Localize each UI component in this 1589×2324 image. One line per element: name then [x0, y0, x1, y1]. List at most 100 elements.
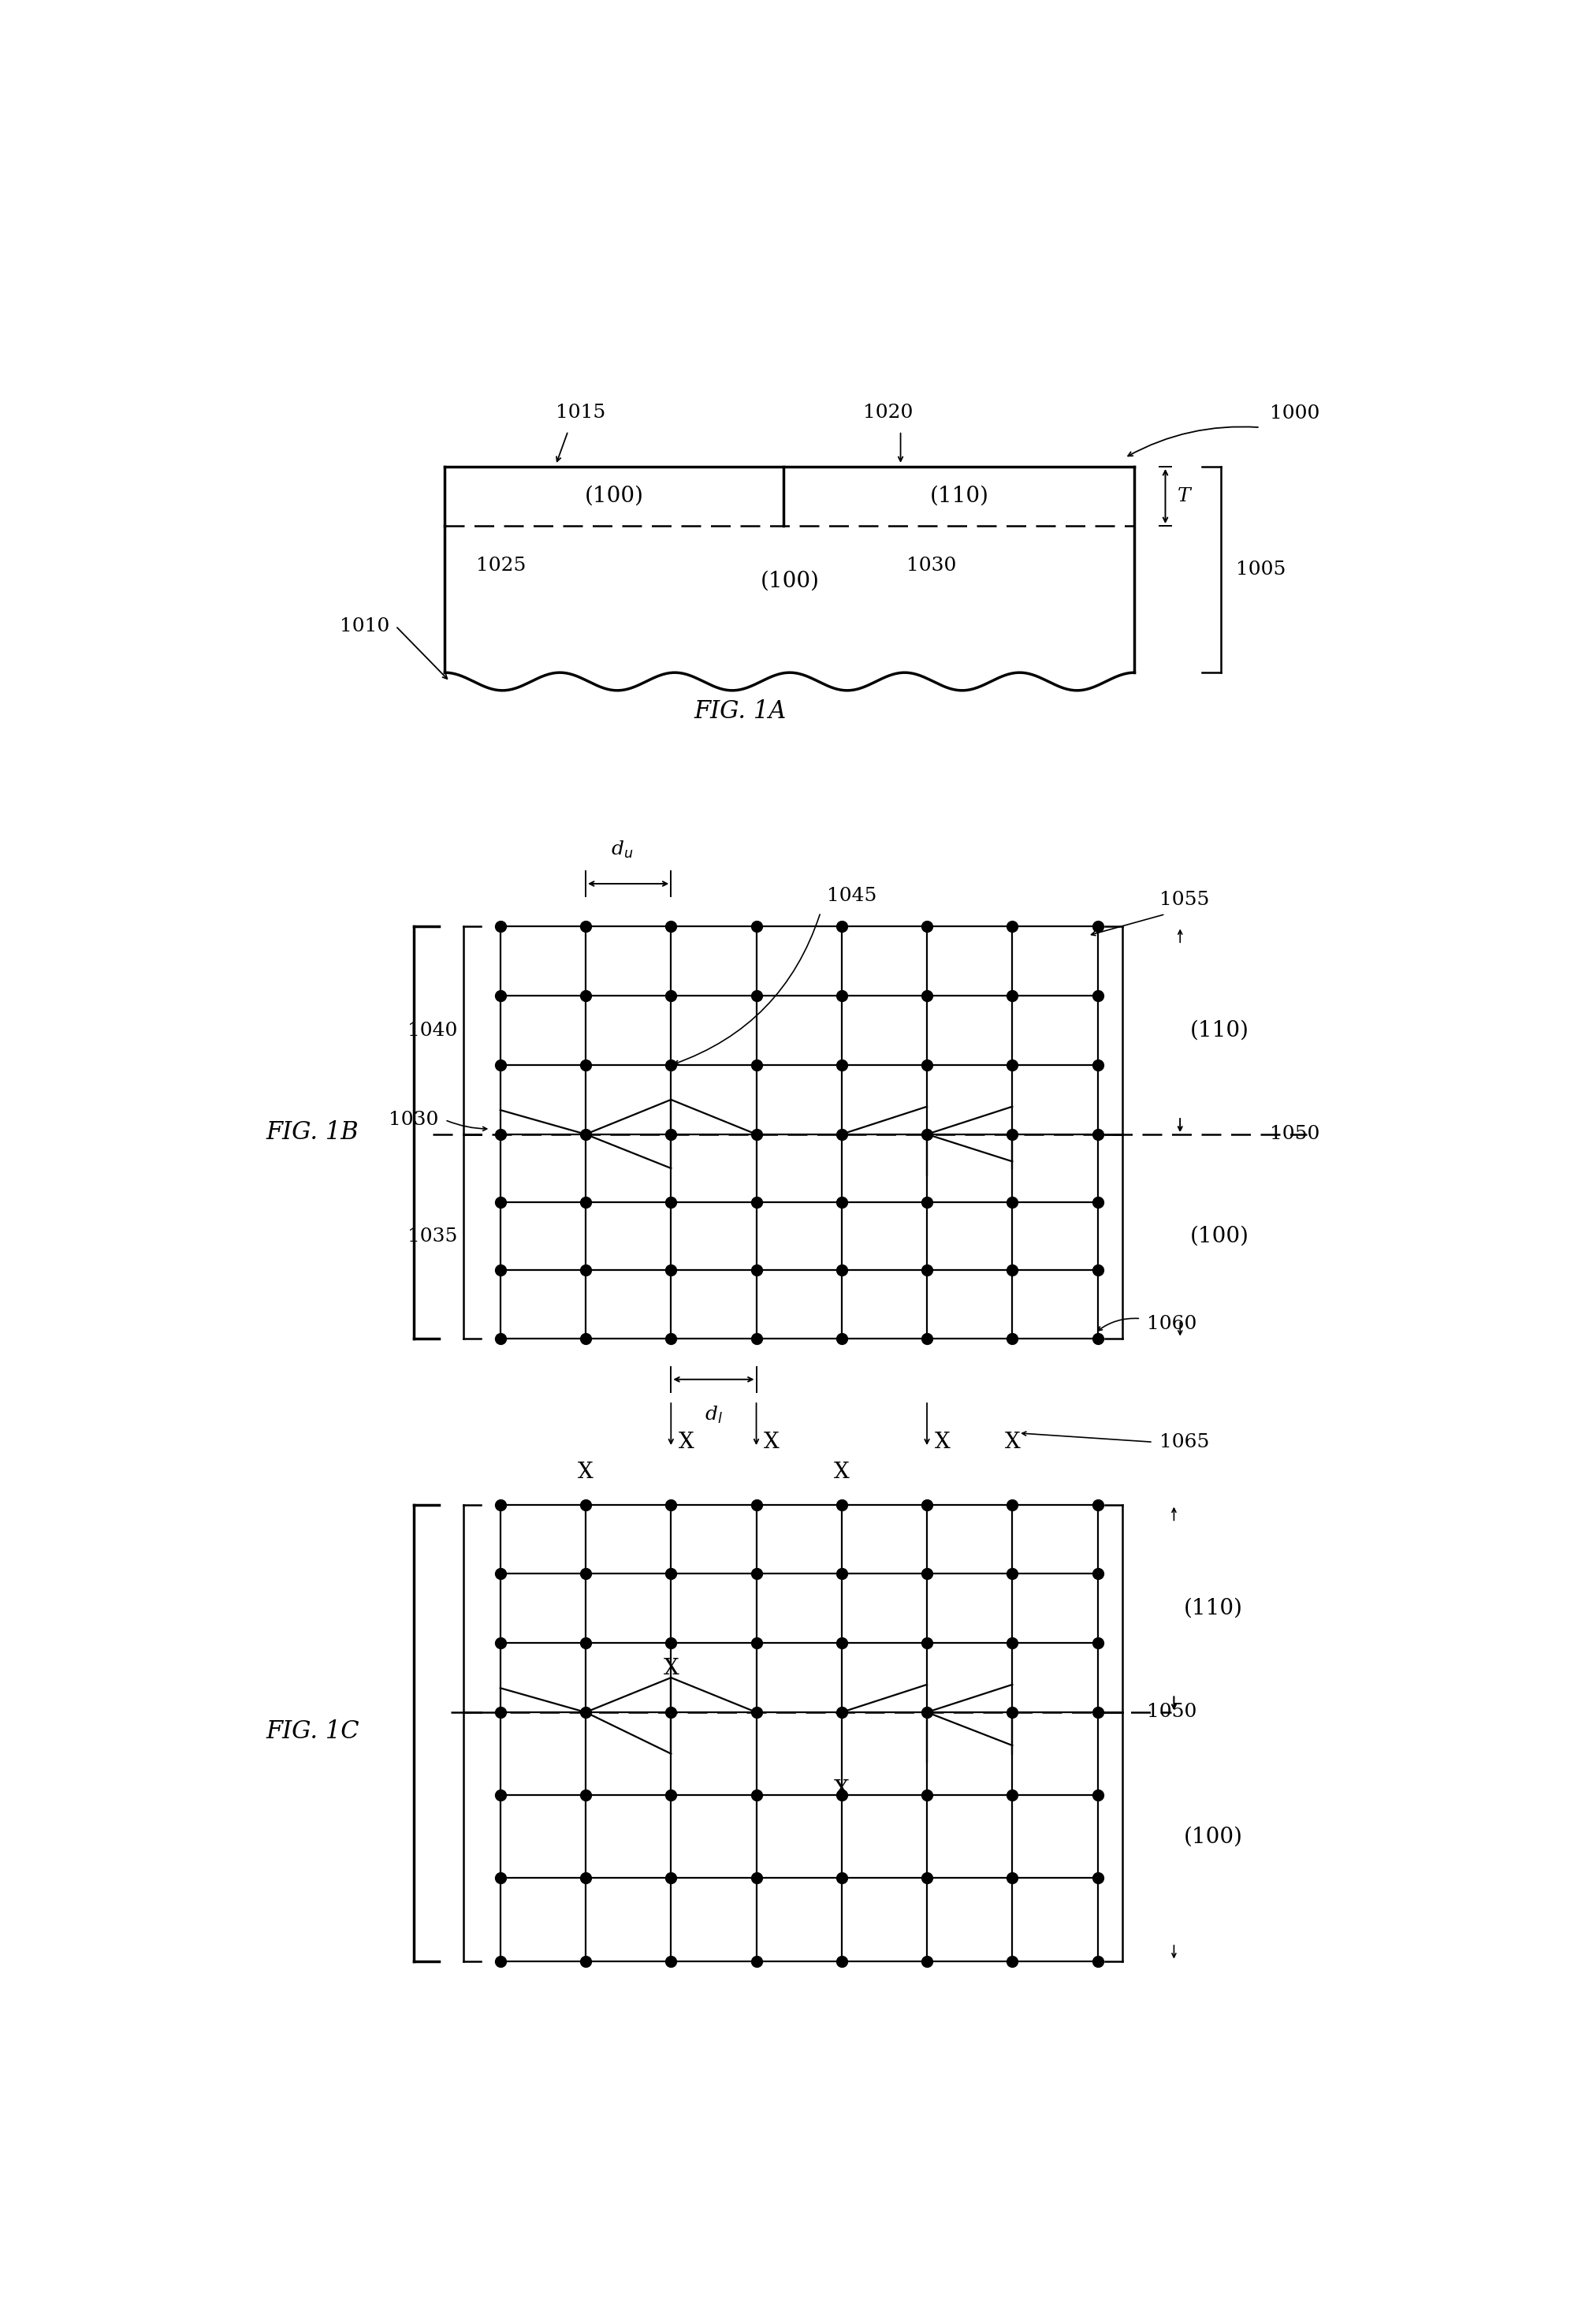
Point — [488, 1776, 513, 1813]
Point — [914, 1555, 939, 1592]
Point — [829, 1624, 855, 1662]
Point — [744, 1859, 769, 1896]
Point — [744, 1253, 769, 1290]
Point — [1085, 1253, 1111, 1290]
Point — [914, 1253, 939, 1290]
Text: (100): (100) — [585, 486, 644, 507]
Point — [574, 1859, 599, 1896]
Point — [658, 1183, 683, 1220]
Point — [999, 1046, 1025, 1083]
Point — [999, 1859, 1025, 1896]
Point — [658, 909, 683, 946]
Point — [658, 1776, 683, 1813]
Point — [829, 978, 855, 1016]
Point — [574, 1555, 599, 1592]
Text: 1045: 1045 — [826, 888, 877, 904]
Text: X: X — [764, 1432, 779, 1452]
Point — [744, 1485, 769, 1522]
Point — [744, 1320, 769, 1357]
Point — [1085, 1555, 1111, 1592]
Point — [574, 1943, 599, 1980]
Point — [1085, 1943, 1111, 1980]
Point — [574, 978, 599, 1016]
Point — [999, 978, 1025, 1016]
Point — [744, 1694, 769, 1731]
Text: X: X — [578, 1462, 593, 1483]
Point — [744, 1943, 769, 1980]
Point — [488, 1253, 513, 1290]
Point — [488, 1943, 513, 1980]
Text: 1050: 1050 — [1147, 1703, 1197, 1722]
Point — [574, 1253, 599, 1290]
Text: (110): (110) — [930, 486, 988, 507]
Point — [829, 909, 855, 946]
Text: (100): (100) — [760, 572, 820, 593]
Text: T: T — [1177, 488, 1190, 504]
Point — [1085, 1694, 1111, 1731]
Text: 1030: 1030 — [907, 555, 957, 574]
Point — [999, 1694, 1025, 1731]
Point — [914, 1624, 939, 1662]
Text: 1035: 1035 — [407, 1227, 458, 1246]
Point — [829, 1776, 855, 1813]
Point — [488, 1859, 513, 1896]
Text: 1025: 1025 — [475, 555, 526, 574]
Point — [829, 1116, 855, 1153]
Point — [658, 1624, 683, 1662]
Point — [1085, 1183, 1111, 1220]
Point — [914, 1485, 939, 1522]
Point — [574, 1485, 599, 1522]
Text: 1040: 1040 — [407, 1020, 458, 1039]
Text: 1055: 1055 — [1158, 890, 1209, 909]
Text: 1005: 1005 — [1236, 560, 1286, 579]
Text: X: X — [663, 1657, 679, 1680]
Point — [829, 1485, 855, 1522]
Point — [1085, 1116, 1111, 1153]
Point — [999, 1253, 1025, 1290]
Point — [744, 1116, 769, 1153]
Point — [829, 1253, 855, 1290]
Point — [574, 1776, 599, 1813]
Text: X: X — [679, 1432, 694, 1452]
Text: (100): (100) — [1190, 1225, 1249, 1248]
Point — [829, 1046, 855, 1083]
Point — [914, 1943, 939, 1980]
Point — [914, 909, 939, 946]
Text: X: X — [934, 1432, 950, 1452]
Text: X: X — [834, 1462, 850, 1483]
Point — [488, 978, 513, 1016]
Text: (110): (110) — [1190, 1020, 1249, 1041]
Point — [658, 978, 683, 1016]
Point — [744, 1776, 769, 1813]
Text: 1000: 1000 — [1270, 404, 1320, 423]
Text: (100): (100) — [1184, 1827, 1243, 1848]
Point — [488, 1555, 513, 1592]
Point — [999, 1183, 1025, 1220]
Point — [999, 1485, 1025, 1522]
Point — [574, 1694, 599, 1731]
Text: FIG. 1C: FIG. 1C — [267, 1720, 359, 1743]
Point — [574, 1320, 599, 1357]
Point — [744, 1046, 769, 1083]
Point — [999, 1116, 1025, 1153]
Point — [574, 1116, 599, 1153]
Point — [574, 909, 599, 946]
Point — [914, 1694, 939, 1731]
Point — [914, 1116, 939, 1153]
Point — [744, 909, 769, 946]
Point — [1085, 978, 1111, 1016]
Text: FIG. 1B: FIG. 1B — [267, 1120, 359, 1146]
Point — [914, 1320, 939, 1357]
Text: 1050: 1050 — [1270, 1125, 1320, 1143]
Point — [658, 1320, 683, 1357]
Point — [744, 978, 769, 1016]
Point — [829, 1320, 855, 1357]
Point — [999, 909, 1025, 946]
Point — [658, 1694, 683, 1731]
Point — [488, 1116, 513, 1153]
Point — [999, 1943, 1025, 1980]
Point — [829, 1859, 855, 1896]
Point — [914, 1183, 939, 1220]
Point — [658, 1555, 683, 1592]
Text: X: X — [1004, 1432, 1020, 1452]
